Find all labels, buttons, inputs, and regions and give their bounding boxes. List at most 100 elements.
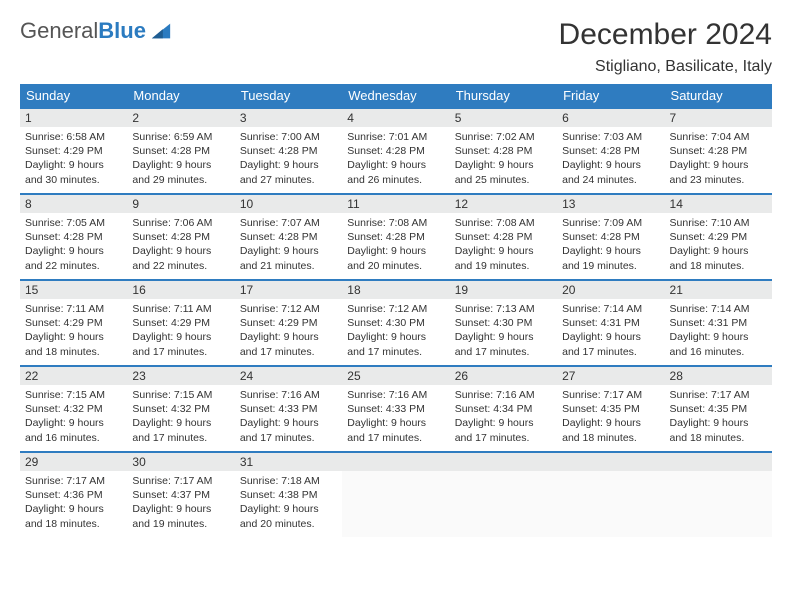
day-body: Sunrise: 7:12 AMSunset: 4:29 PMDaylight:… xyxy=(235,299,342,364)
logo-word1: General xyxy=(20,18,98,43)
daylight-line: Daylight: 9 hours and 23 minutes. xyxy=(670,158,767,186)
header-row: GeneralBlue December 2024 xyxy=(20,18,772,52)
calendar-cell: 23Sunrise: 7:15 AMSunset: 4:32 PMDayligh… xyxy=(127,365,234,451)
sunset-line: Sunset: 4:28 PM xyxy=(347,144,444,158)
day-body: Sunrise: 6:59 AMSunset: 4:28 PMDaylight:… xyxy=(127,127,234,192)
calendar-cell: 25Sunrise: 7:16 AMSunset: 4:33 PMDayligh… xyxy=(342,365,449,451)
daylight-line: Daylight: 9 hours and 17 minutes. xyxy=(132,330,229,358)
daylight-line: Daylight: 9 hours and 17 minutes. xyxy=(240,416,337,444)
sunrise-line: Sunrise: 7:00 AM xyxy=(240,130,337,144)
calendar-table: SundayMondayTuesdayWednesdayThursdayFrid… xyxy=(20,84,772,537)
calendar-cell: 19Sunrise: 7:13 AMSunset: 4:30 PMDayligh… xyxy=(450,279,557,365)
day-number-empty xyxy=(450,451,557,471)
logo: GeneralBlue xyxy=(20,18,172,44)
sunrise-line: Sunrise: 7:01 AM xyxy=(347,130,444,144)
calendar-cell xyxy=(342,451,449,537)
calendar-cell: 18Sunrise: 7:12 AMSunset: 4:30 PMDayligh… xyxy=(342,279,449,365)
daylight-line: Daylight: 9 hours and 19 minutes. xyxy=(562,244,659,272)
sunrise-line: Sunrise: 7:16 AM xyxy=(455,388,552,402)
sunset-line: Sunset: 4:35 PM xyxy=(670,402,767,416)
sunrise-line: Sunrise: 7:02 AM xyxy=(455,130,552,144)
day-number: 24 xyxy=(235,365,342,385)
calendar-cell: 1Sunrise: 6:58 AMSunset: 4:29 PMDaylight… xyxy=(20,107,127,193)
daylight-line: Daylight: 9 hours and 18 minutes. xyxy=(670,416,767,444)
sunset-line: Sunset: 4:29 PM xyxy=(132,316,229,330)
day-body: Sunrise: 7:17 AMSunset: 4:35 PMDaylight:… xyxy=(557,385,664,450)
daylight-line: Daylight: 9 hours and 17 minutes. xyxy=(240,330,337,358)
calendar-cell: 2Sunrise: 6:59 AMSunset: 4:28 PMDaylight… xyxy=(127,107,234,193)
day-number: 5 xyxy=(450,107,557,127)
sunrise-line: Sunrise: 7:17 AM xyxy=(132,474,229,488)
daylight-line: Daylight: 9 hours and 17 minutes. xyxy=(132,416,229,444)
calendar-cell: 14Sunrise: 7:10 AMSunset: 4:29 PMDayligh… xyxy=(665,193,772,279)
calendar-cell: 24Sunrise: 7:16 AMSunset: 4:33 PMDayligh… xyxy=(235,365,342,451)
day-number: 21 xyxy=(665,279,772,299)
day-body: Sunrise: 7:08 AMSunset: 4:28 PMDaylight:… xyxy=(342,213,449,278)
sunset-line: Sunset: 4:28 PM xyxy=(562,230,659,244)
day-number: 23 xyxy=(127,365,234,385)
sunrise-line: Sunrise: 7:11 AM xyxy=(132,302,229,316)
calendar-cell: 9Sunrise: 7:06 AMSunset: 4:28 PMDaylight… xyxy=(127,193,234,279)
daylight-line: Daylight: 9 hours and 20 minutes. xyxy=(347,244,444,272)
daylight-line: Daylight: 9 hours and 22 minutes. xyxy=(25,244,122,272)
sunrise-line: Sunrise: 7:17 AM xyxy=(25,474,122,488)
calendar-header: SundayMondayTuesdayWednesdayThursdayFrid… xyxy=(20,84,772,107)
sunset-line: Sunset: 4:29 PM xyxy=(25,316,122,330)
day-number: 11 xyxy=(342,193,449,213)
sunset-line: Sunset: 4:34 PM xyxy=(455,402,552,416)
triangle-icon xyxy=(150,20,172,42)
calendar-cell: 11Sunrise: 7:08 AMSunset: 4:28 PMDayligh… xyxy=(342,193,449,279)
daylight-line: Daylight: 9 hours and 29 minutes. xyxy=(132,158,229,186)
day-number: 8 xyxy=(20,193,127,213)
sunrise-line: Sunrise: 7:17 AM xyxy=(670,388,767,402)
daylight-line: Daylight: 9 hours and 25 minutes. xyxy=(455,158,552,186)
day-number: 26 xyxy=(450,365,557,385)
sunrise-line: Sunrise: 7:10 AM xyxy=(670,216,767,230)
day-body: Sunrise: 7:17 AMSunset: 4:37 PMDaylight:… xyxy=(127,471,234,536)
day-number: 17 xyxy=(235,279,342,299)
sunset-line: Sunset: 4:28 PM xyxy=(240,230,337,244)
sunset-line: Sunset: 4:28 PM xyxy=(25,230,122,244)
calendar-cell xyxy=(450,451,557,537)
day-number: 13 xyxy=(557,193,664,213)
calendar-cell: 6Sunrise: 7:03 AMSunset: 4:28 PMDaylight… xyxy=(557,107,664,193)
sunrise-line: Sunrise: 7:14 AM xyxy=(670,302,767,316)
day-number: 19 xyxy=(450,279,557,299)
sunset-line: Sunset: 4:29 PM xyxy=(25,144,122,158)
day-number: 25 xyxy=(342,365,449,385)
day-body: Sunrise: 7:06 AMSunset: 4:28 PMDaylight:… xyxy=(127,213,234,278)
sunset-line: Sunset: 4:29 PM xyxy=(670,230,767,244)
sunset-line: Sunset: 4:28 PM xyxy=(562,144,659,158)
sunset-line: Sunset: 4:28 PM xyxy=(670,144,767,158)
day-body: Sunrise: 7:17 AMSunset: 4:36 PMDaylight:… xyxy=(20,471,127,536)
day-number: 15 xyxy=(20,279,127,299)
day-header: Thursday xyxy=(450,84,557,107)
day-number-empty xyxy=(342,451,449,471)
location-subtitle: Stigliano, Basilicate, Italy xyxy=(20,58,772,76)
day-number: 9 xyxy=(127,193,234,213)
sunset-line: Sunset: 4:33 PM xyxy=(240,402,337,416)
sunset-line: Sunset: 4:28 PM xyxy=(347,230,444,244)
sunrise-line: Sunrise: 7:07 AM xyxy=(240,216,337,230)
day-number: 30 xyxy=(127,451,234,471)
sunrise-line: Sunrise: 7:08 AM xyxy=(455,216,552,230)
day-body: Sunrise: 7:08 AMSunset: 4:28 PMDaylight:… xyxy=(450,213,557,278)
calendar-cell: 29Sunrise: 7:17 AMSunset: 4:36 PMDayligh… xyxy=(20,451,127,537)
calendar-cell: 30Sunrise: 7:17 AMSunset: 4:37 PMDayligh… xyxy=(127,451,234,537)
day-header: Wednesday xyxy=(342,84,449,107)
day-number: 14 xyxy=(665,193,772,213)
day-number-empty xyxy=(665,451,772,471)
daylight-line: Daylight: 9 hours and 17 minutes. xyxy=(455,416,552,444)
sunset-line: Sunset: 4:29 PM xyxy=(240,316,337,330)
day-number: 20 xyxy=(557,279,664,299)
daylight-line: Daylight: 9 hours and 18 minutes. xyxy=(25,330,122,358)
sunrise-line: Sunrise: 7:16 AM xyxy=(347,388,444,402)
calendar-cell: 12Sunrise: 7:08 AMSunset: 4:28 PMDayligh… xyxy=(450,193,557,279)
sunset-line: Sunset: 4:28 PM xyxy=(132,144,229,158)
sunset-line: Sunset: 4:31 PM xyxy=(562,316,659,330)
day-body: Sunrise: 7:13 AMSunset: 4:30 PMDaylight:… xyxy=(450,299,557,364)
day-number: 7 xyxy=(665,107,772,127)
day-body: Sunrise: 7:14 AMSunset: 4:31 PMDaylight:… xyxy=(557,299,664,364)
calendar-cell: 15Sunrise: 7:11 AMSunset: 4:29 PMDayligh… xyxy=(20,279,127,365)
sunrise-line: Sunrise: 7:08 AM xyxy=(347,216,444,230)
